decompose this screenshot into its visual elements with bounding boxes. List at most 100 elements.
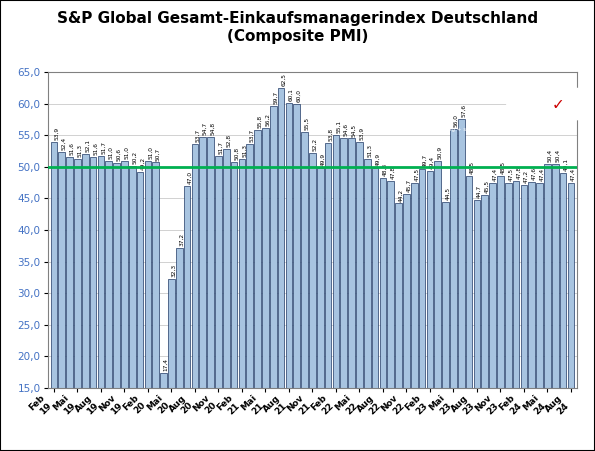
Text: 49,9: 49,9 xyxy=(320,152,325,166)
Bar xyxy=(231,162,237,451)
Bar xyxy=(262,128,269,451)
Text: 51,0: 51,0 xyxy=(148,146,153,159)
Bar xyxy=(105,161,112,451)
Text: (Composite PMI): (Composite PMI) xyxy=(227,29,368,44)
Text: 37,2: 37,2 xyxy=(179,233,184,246)
Text: 47,5: 47,5 xyxy=(414,168,419,181)
Text: 49,4: 49,4 xyxy=(430,156,435,169)
Bar xyxy=(536,183,543,451)
Bar xyxy=(481,195,488,451)
Text: 48,5: 48,5 xyxy=(469,161,474,175)
Text: 51,7: 51,7 xyxy=(218,141,223,154)
Text: 52,1: 52,1 xyxy=(85,139,90,152)
Bar xyxy=(168,279,175,451)
Bar xyxy=(286,103,292,451)
Text: 51,0: 51,0 xyxy=(124,146,129,159)
Text: 47,4: 47,4 xyxy=(493,168,497,181)
Bar xyxy=(528,182,535,451)
Text: 54,6: 54,6 xyxy=(344,123,349,136)
Text: 59,7: 59,7 xyxy=(273,91,278,104)
Bar xyxy=(121,161,128,451)
Bar xyxy=(434,161,441,451)
Bar xyxy=(98,156,104,451)
Bar xyxy=(309,153,316,451)
Text: 49,2: 49,2 xyxy=(140,157,145,170)
Text: 56,2: 56,2 xyxy=(265,113,270,126)
Bar xyxy=(66,157,73,451)
Bar xyxy=(427,170,433,451)
Bar xyxy=(113,163,120,451)
Bar xyxy=(58,152,65,451)
Text: 44,5: 44,5 xyxy=(446,187,450,200)
Bar xyxy=(51,142,57,451)
Text: 51,6: 51,6 xyxy=(93,142,98,155)
Bar xyxy=(137,172,143,451)
Text: 50,2: 50,2 xyxy=(132,151,137,164)
Bar xyxy=(317,167,324,451)
Text: 55,1: 55,1 xyxy=(336,120,341,133)
Bar xyxy=(145,161,151,451)
Text: 53,8: 53,8 xyxy=(328,128,333,141)
Bar xyxy=(160,373,167,451)
Text: 44,2: 44,2 xyxy=(399,189,403,202)
Text: 51,3: 51,3 xyxy=(77,144,82,157)
Text: 53,7: 53,7 xyxy=(195,129,200,142)
Bar xyxy=(293,104,300,451)
Text: 32,3: 32,3 xyxy=(171,263,176,277)
Bar xyxy=(505,183,512,451)
Bar xyxy=(466,176,472,451)
Text: 53,9: 53,9 xyxy=(359,127,364,140)
Bar xyxy=(395,203,402,451)
Text: S&P Global Gesamt-Einkaufsmanagerindex Deutschland: S&P Global Gesamt-Einkaufsmanagerindex D… xyxy=(57,11,538,26)
Text: 44,7: 44,7 xyxy=(477,185,482,198)
Text: 55,5: 55,5 xyxy=(305,117,309,130)
Bar xyxy=(458,119,465,451)
Bar xyxy=(450,129,457,451)
Text: 48,5: 48,5 xyxy=(500,161,505,175)
Bar xyxy=(387,181,394,451)
Text: 47,8: 47,8 xyxy=(516,166,521,179)
Bar xyxy=(372,167,378,451)
Bar xyxy=(192,143,198,451)
Text: 54,5: 54,5 xyxy=(352,124,356,137)
Text: 51,3: 51,3 xyxy=(367,144,372,157)
Bar xyxy=(74,159,81,451)
Bar xyxy=(254,130,261,451)
Text: 51,3: 51,3 xyxy=(242,144,247,157)
Bar xyxy=(129,166,136,451)
Bar xyxy=(239,159,245,451)
Bar xyxy=(184,186,190,451)
Bar xyxy=(356,142,363,451)
Text: 17,4: 17,4 xyxy=(164,358,168,371)
Text: 48,3: 48,3 xyxy=(383,162,388,176)
Bar xyxy=(552,164,559,451)
Bar xyxy=(207,137,214,451)
Bar xyxy=(223,149,230,451)
Text: 47,4: 47,4 xyxy=(571,168,576,181)
Text: 54,8: 54,8 xyxy=(211,121,215,135)
Bar xyxy=(411,183,418,451)
Text: 47,2: 47,2 xyxy=(524,170,529,183)
Bar xyxy=(199,137,206,451)
Text: 50,4: 50,4 xyxy=(547,149,552,162)
Text: 50,8: 50,8 xyxy=(234,147,239,160)
Bar xyxy=(333,135,339,451)
Text: 53,9: 53,9 xyxy=(54,127,59,140)
Bar xyxy=(419,169,425,451)
Bar xyxy=(215,156,222,451)
Bar xyxy=(403,194,410,451)
Text: 54,7: 54,7 xyxy=(203,122,208,135)
Text: 45,5: 45,5 xyxy=(485,180,490,193)
Text: 50,9: 50,9 xyxy=(438,146,443,159)
Text: 52,8: 52,8 xyxy=(226,134,231,147)
Bar xyxy=(442,202,449,451)
Text: 57,6: 57,6 xyxy=(461,104,466,117)
Bar xyxy=(560,173,566,451)
Text: 50,7: 50,7 xyxy=(156,147,161,161)
Text: 50,4: 50,4 xyxy=(555,149,560,162)
Bar xyxy=(246,143,253,451)
Bar xyxy=(176,248,183,451)
Text: 60,1: 60,1 xyxy=(289,88,294,101)
Bar xyxy=(521,184,527,451)
Bar xyxy=(278,88,284,451)
